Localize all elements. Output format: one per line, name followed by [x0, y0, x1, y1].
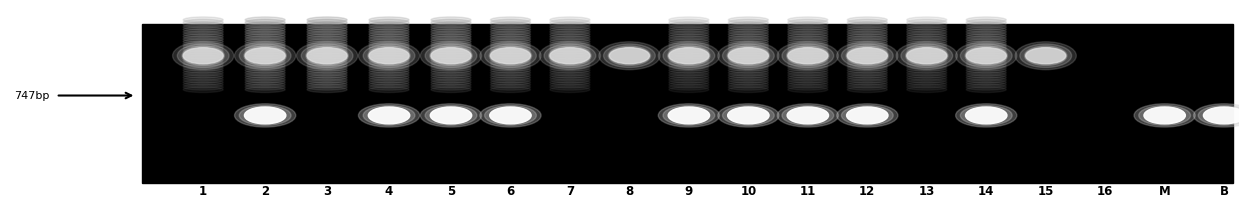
Text: 10: 10: [740, 184, 757, 198]
Text: 15: 15: [1037, 184, 1054, 198]
Text: B: B: [1219, 184, 1229, 198]
Text: 747bp: 747bp: [14, 91, 50, 100]
Text: 4: 4: [385, 184, 393, 198]
Text: 11: 11: [799, 184, 817, 198]
Text: 6: 6: [507, 184, 514, 198]
Text: 9: 9: [685, 184, 693, 198]
Text: 1: 1: [199, 184, 207, 198]
Text: 16: 16: [1097, 184, 1114, 198]
Text: 12: 12: [859, 184, 876, 198]
Text: 7: 7: [566, 184, 574, 198]
Text: 13: 13: [918, 184, 935, 198]
Text: 8: 8: [626, 184, 633, 198]
Text: 5: 5: [447, 184, 455, 198]
Text: M: M: [1158, 184, 1171, 198]
Text: 3: 3: [323, 184, 331, 198]
Text: 14: 14: [978, 184, 995, 198]
Text: 2: 2: [261, 184, 269, 198]
